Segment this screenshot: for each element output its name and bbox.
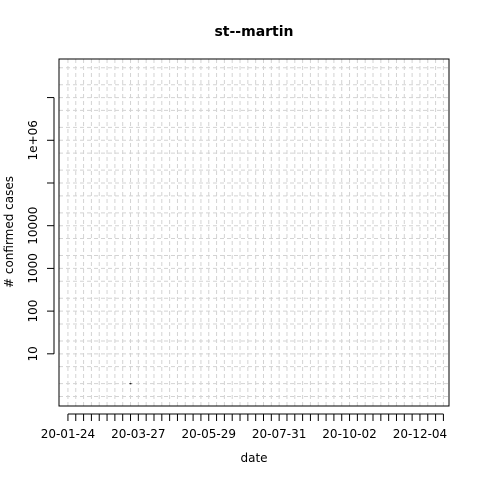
y-tick-label: 10 bbox=[26, 346, 40, 361]
y-tick-label: 10000 bbox=[26, 207, 40, 245]
y-tick-label: 100 bbox=[26, 300, 40, 323]
x-tick-label: 20-07-31 bbox=[252, 427, 306, 441]
chart-title: st--martin bbox=[214, 24, 293, 40]
x-axis: 20-01-24 20-03-27 20-05-29 20-07-31 20-10-02… bbox=[41, 413, 447, 441]
y-tick-label: 1000 bbox=[26, 253, 40, 284]
y-tick-label: 1e+06 bbox=[26, 120, 40, 160]
x-tick-label: 20-12-04 bbox=[393, 427, 447, 441]
x-tick-label: 20-10-02 bbox=[322, 427, 376, 441]
x-tick-label: 20-03-27 bbox=[111, 427, 165, 441]
y-axis: 10 100 1000 10000 1e+06 bbox=[26, 97, 55, 361]
x-axis-label: date bbox=[240, 451, 267, 465]
x-tick-label: 20-01-24 bbox=[41, 427, 95, 441]
grid bbox=[59, 59, 449, 406]
plot-border bbox=[58, 58, 450, 407]
y-axis-label: # confirmed cases bbox=[2, 176, 16, 288]
x-tick-label: 20-05-29 bbox=[182, 427, 236, 441]
